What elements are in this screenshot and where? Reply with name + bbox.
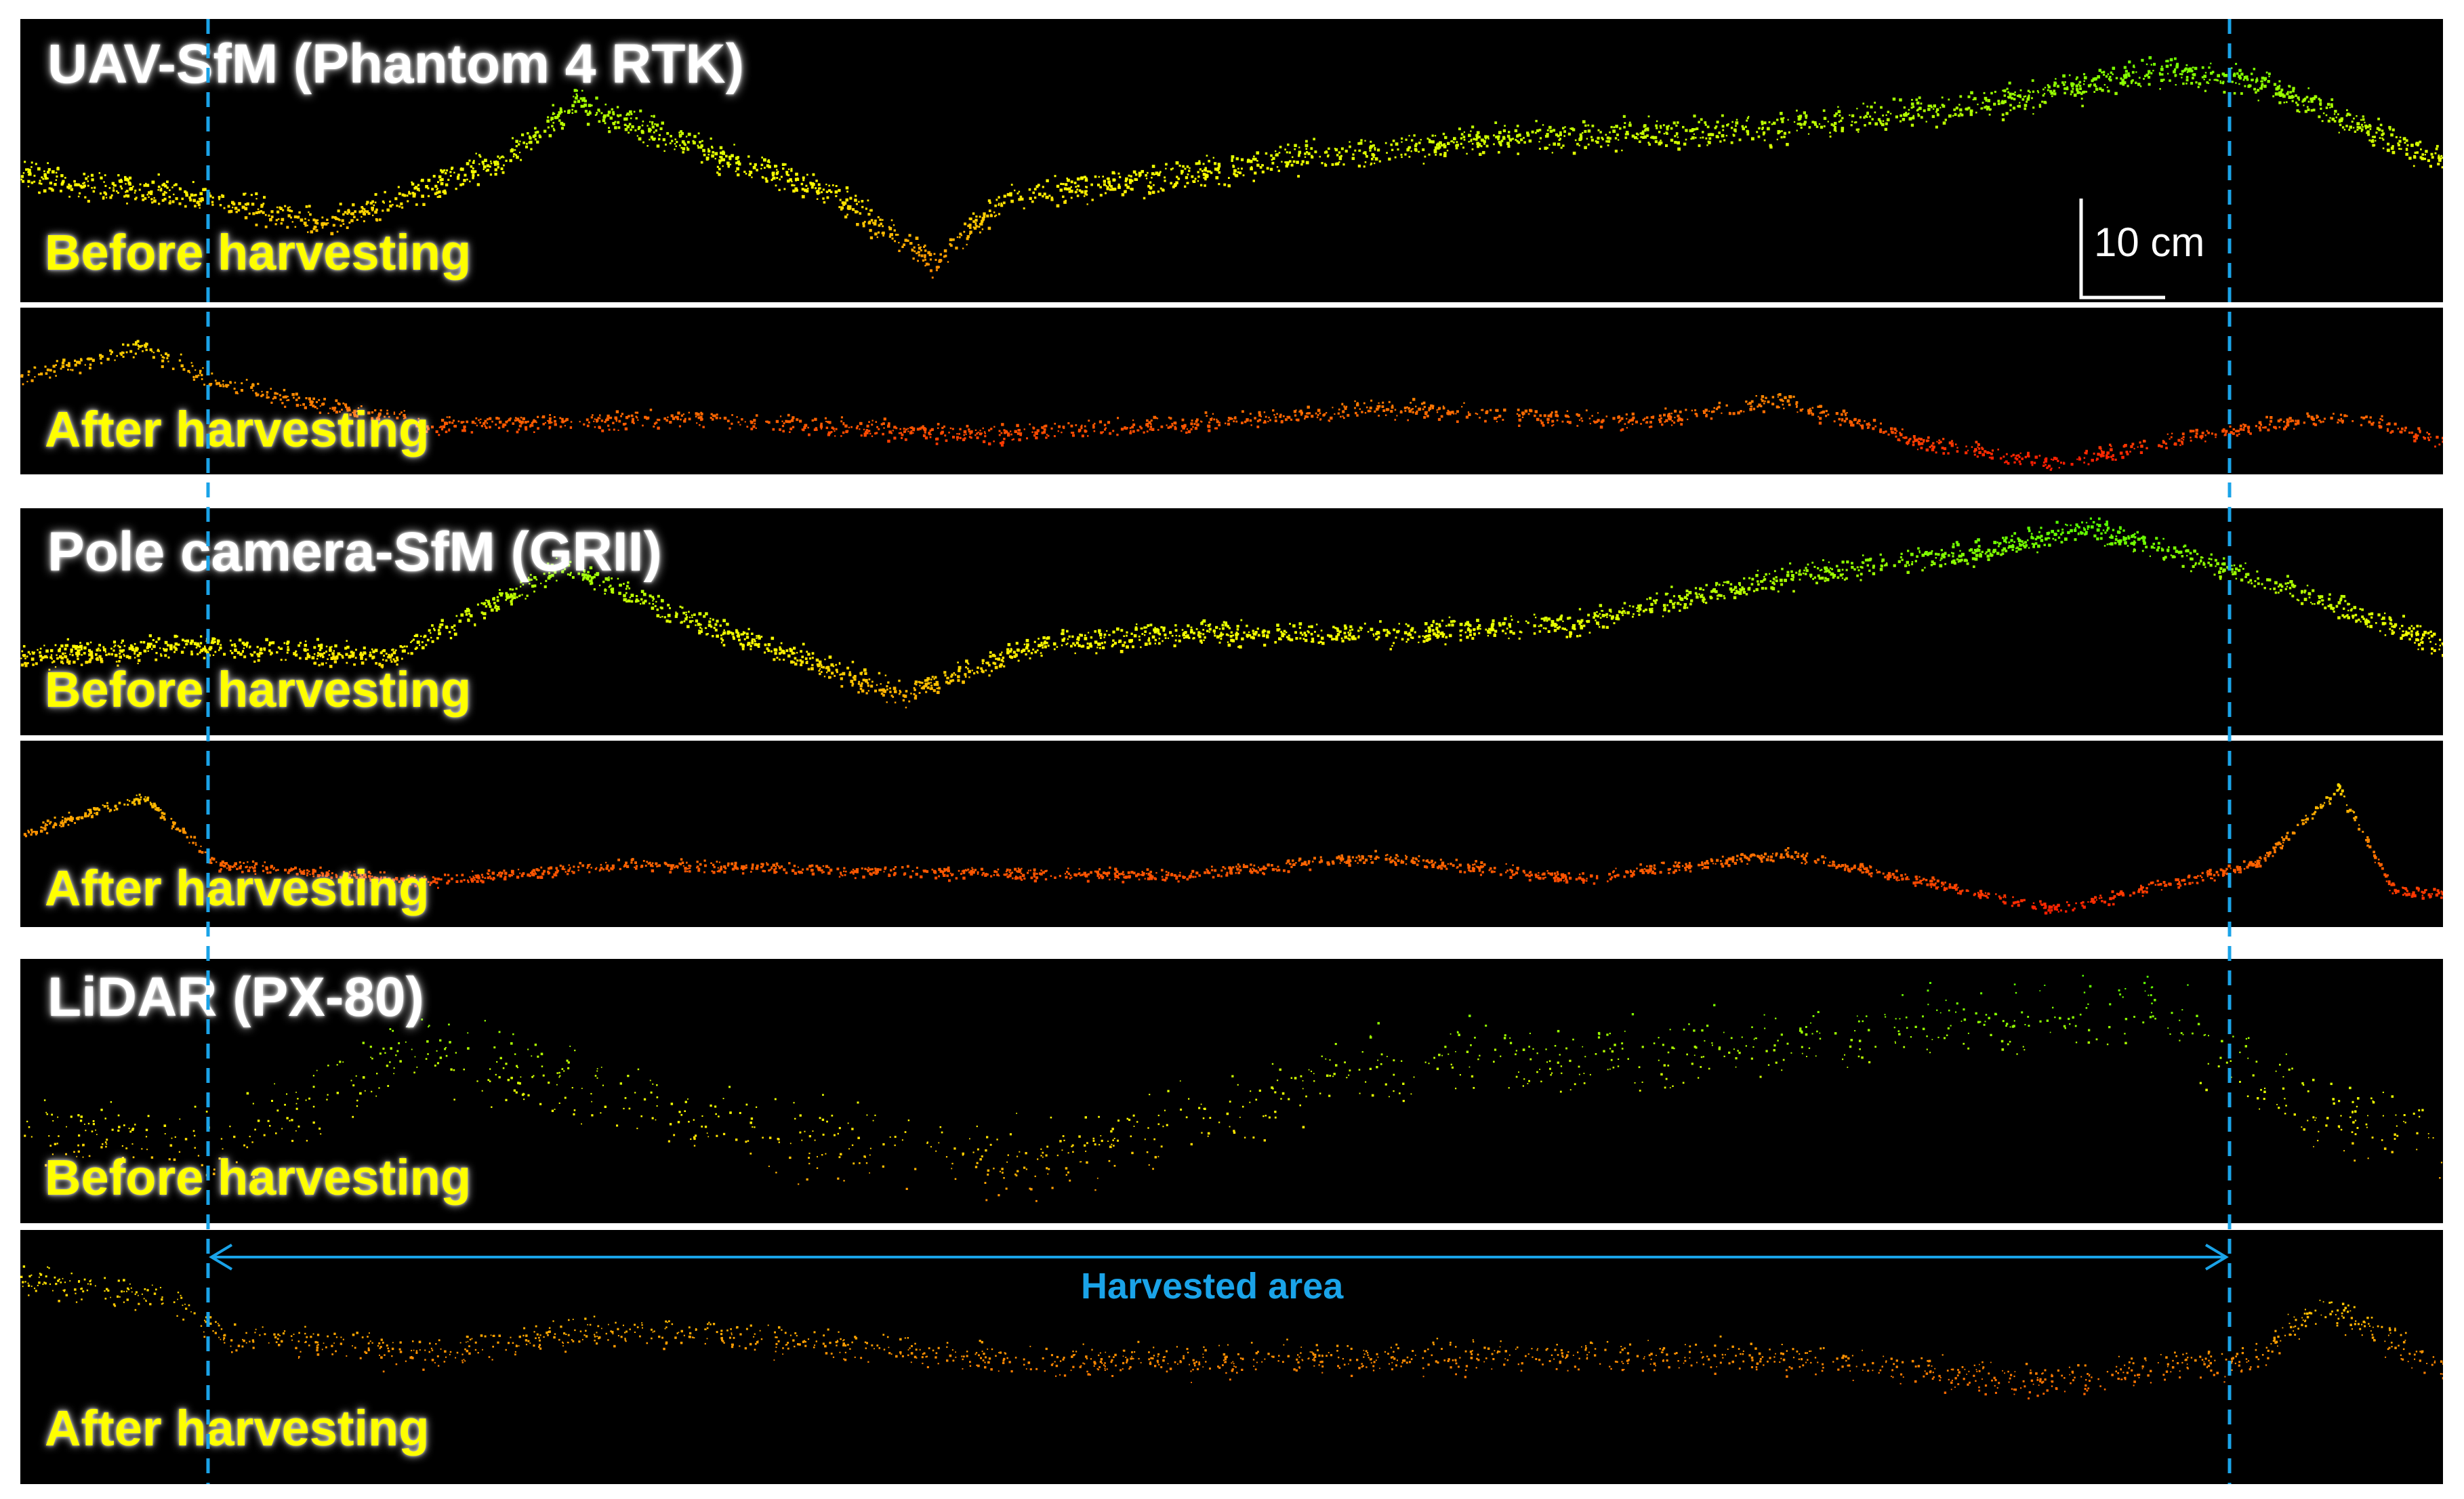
- section-title-lidar: LiDAR (PX-80): [47, 966, 424, 1028]
- lidar-after-panel: After harvesting: [20, 1230, 2443, 1484]
- after-harvesting-label-lidar: After harvesting: [45, 1400, 430, 1456]
- section-title-uav: UAV-SfM (Phantom 4 RTK): [47, 33, 745, 95]
- lidar-after-pointcloud: [20, 1265, 2443, 1399]
- lidar-before-pointcloud: [24, 974, 2443, 1202]
- before-harvesting-label-uav: Before harvesting: [45, 224, 472, 281]
- lidar-before-panel: LiDAR (PX-80) Before harvesting: [20, 959, 2443, 1223]
- pole-after-panel: After harvesting: [20, 741, 2443, 927]
- pole-before-panel: Pole camera-SfM (GRII) Before harvesting: [20, 508, 2443, 735]
- uav-after-pointcloud: [20, 340, 2443, 471]
- scale-bar-label: 10 cm: [2094, 220, 2205, 265]
- pole-before-pointcloud: [20, 517, 2443, 709]
- section-title-pole: Pole camera-SfM (GRII): [47, 521, 662, 583]
- after-harvesting-label-pole: After harvesting: [45, 860, 430, 916]
- uav-before-panel: UAV-SfM (Phantom 4 RTK) Before harvestin…: [20, 19, 2443, 302]
- before-harvesting-label-pole: Before harvesting: [45, 661, 472, 718]
- pole-after-pointcloud: [23, 783, 2443, 915]
- after-harvesting-label-uav: After harvesting: [45, 401, 430, 457]
- scale-bar: [2079, 199, 2165, 300]
- uav-before-pointcloud: [20, 56, 2443, 279]
- harvested-area-label: Harvested area: [1081, 1266, 1344, 1307]
- uav-after-panel: After harvesting: [20, 308, 2443, 474]
- before-harvesting-label-lidar: Before harvesting: [45, 1149, 472, 1206]
